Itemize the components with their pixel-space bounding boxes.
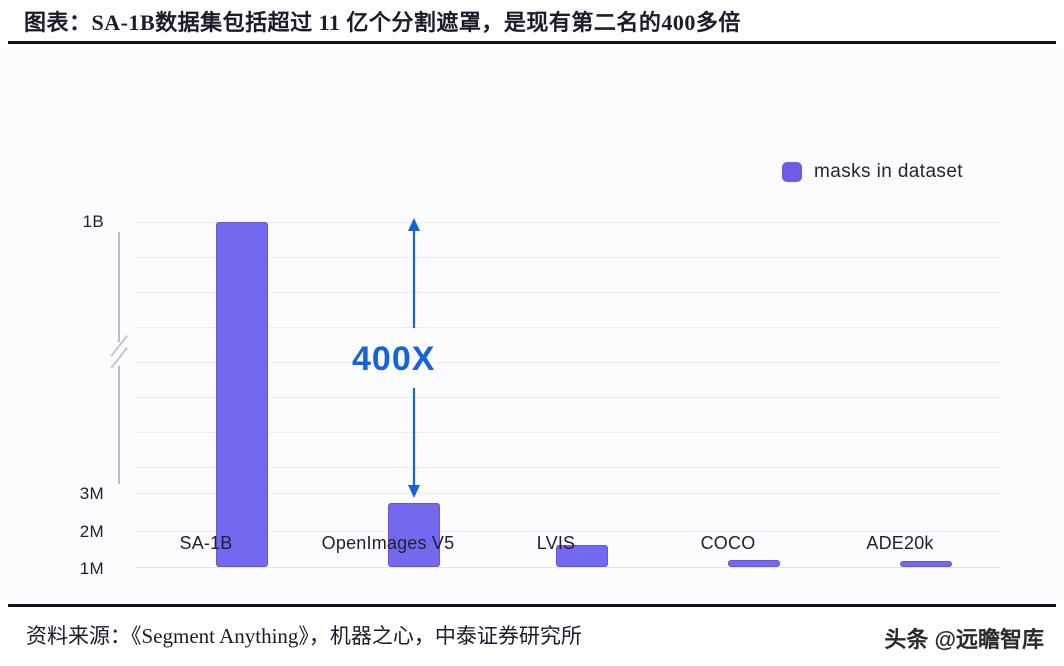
x-label-sa-1b: SA-1B bbox=[179, 533, 233, 553]
x-label-coco: COCO bbox=[700, 533, 756, 553]
bar-sa-1b[interactable] bbox=[216, 222, 268, 567]
gridline bbox=[136, 432, 1000, 433]
y-tick-2m: 2M bbox=[79, 522, 104, 541]
gridline bbox=[136, 257, 1000, 258]
y-axis-spine-lower bbox=[118, 366, 120, 484]
y-tick-1m: 1M bbox=[79, 559, 104, 578]
gridline bbox=[136, 362, 1000, 363]
gridline bbox=[136, 531, 1000, 532]
legend-swatch-masks-in-dataset bbox=[782, 162, 802, 182]
header-divider bbox=[8, 41, 1056, 44]
gridline bbox=[136, 222, 1000, 223]
page-title: 图表：SA-1B数据集包括超过 11 亿个分割遮罩，是现有第二名的400多倍 bbox=[24, 10, 741, 35]
y-axis-spine-upper bbox=[118, 232, 120, 342]
gridline bbox=[136, 493, 1000, 494]
x-label-openimages-v5: OpenImages V5 bbox=[321, 533, 455, 553]
comparison-arrow-icon bbox=[408, 218, 420, 498]
legend-label-masks-in-dataset: masks in dataset bbox=[814, 161, 963, 182]
chart-panel: masks in dataset 1B 3M 2M 1M SA-1B OpenI… bbox=[0, 46, 1064, 602]
x-label-lvis: LVIS bbox=[536, 533, 576, 553]
gridline bbox=[136, 467, 1000, 468]
bar-lvis[interactable] bbox=[556, 545, 608, 567]
gridline bbox=[136, 397, 1000, 398]
bar-openimages-v5[interactable] bbox=[388, 503, 440, 567]
footer-bar: 资料来源：《Segment Anything》，机器之心，中泰证券研究所 头条 … bbox=[0, 607, 1064, 666]
x-label-ade20k: ADE20k bbox=[866, 533, 934, 553]
source-note: 资料来源：《Segment Anything》，机器之心，中泰证券研究所 bbox=[26, 624, 582, 648]
x-axis-baseline bbox=[136, 566, 1000, 568]
y-tick-1b: 1B bbox=[82, 212, 104, 231]
footer-divider bbox=[8, 604, 1056, 607]
header-bar: 图表：SA-1B数据集包括超过 11 亿个分割遮罩，是现有第二名的400多倍 bbox=[0, 0, 1064, 44]
bar-coco[interactable] bbox=[728, 560, 780, 567]
bar-ade20k[interactable] bbox=[900, 561, 952, 567]
chart-legend: masks in dataset bbox=[782, 161, 963, 183]
annotation-400x: 400X bbox=[352, 340, 436, 378]
watermark: 头条 @远瞻智库 bbox=[884, 627, 1044, 652]
y-tick-3m: 3M bbox=[79, 484, 104, 503]
plot-area bbox=[136, 222, 1000, 568]
gridline bbox=[136, 292, 1000, 293]
gridline bbox=[136, 327, 1000, 328]
